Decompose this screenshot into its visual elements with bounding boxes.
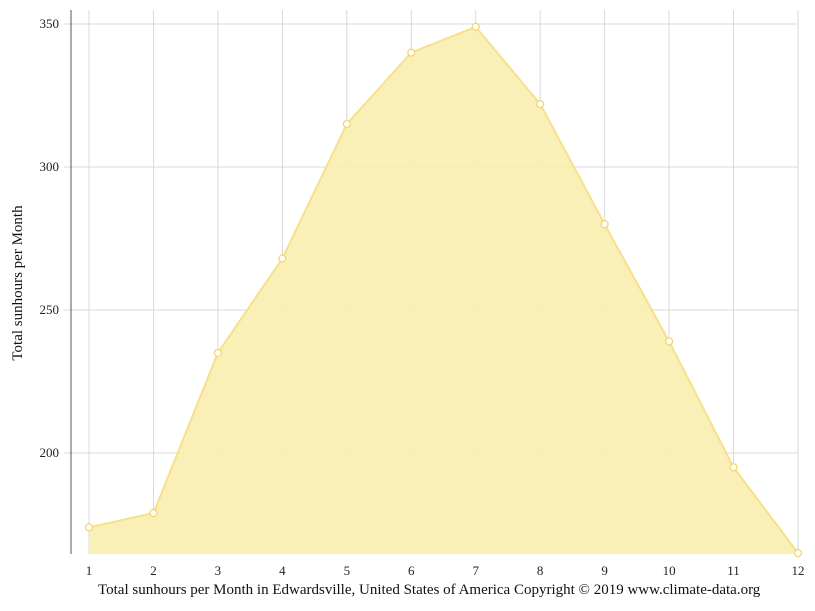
x-tick-label-7: 7 bbox=[472, 563, 479, 578]
y-tick-label-350: 350 bbox=[40, 16, 60, 31]
data-point-8 bbox=[536, 99, 545, 109]
x-axis-caption: Total sunhours per Month in Edwardsville… bbox=[98, 582, 761, 598]
data-point-7 bbox=[471, 22, 480, 31]
data-point-11 bbox=[729, 463, 738, 472]
data-point-2 bbox=[149, 508, 158, 518]
x-tick-labels: 1 2 3 4 5 6 7 8 9 10 11 12 bbox=[86, 563, 805, 578]
x-tick-label-4: 4 bbox=[279, 563, 286, 578]
x-tick-label-6: 6 bbox=[408, 563, 415, 578]
x-tick-label-8: 8 bbox=[537, 563, 544, 578]
area-fill bbox=[89, 26, 798, 554]
series-line bbox=[88, 25, 799, 554]
x-tick-label-12: 12 bbox=[792, 563, 805, 578]
data-point-3 bbox=[213, 348, 223, 357]
data-points bbox=[84, 22, 803, 558]
y-axis-label: Total sunhours per Month bbox=[10, 205, 26, 361]
x-tick-label-1: 1 bbox=[86, 563, 93, 578]
y-tick-label-300: 300 bbox=[40, 159, 60, 174]
x-tick-label-2: 2 bbox=[150, 563, 157, 578]
data-point-12 bbox=[793, 548, 803, 558]
data-point-9 bbox=[600, 220, 609, 229]
data-point-4 bbox=[278, 254, 287, 263]
data-point-6 bbox=[407, 48, 416, 57]
x-tick-label-10: 10 bbox=[663, 563, 676, 578]
x-tick-label-9: 9 bbox=[601, 563, 608, 578]
data-point-1 bbox=[84, 523, 94, 532]
x-tick-label-3: 3 bbox=[215, 563, 222, 578]
y-tick-label-200: 200 bbox=[40, 445, 60, 460]
x-tick-label-11: 11 bbox=[727, 563, 740, 578]
data-point-10 bbox=[664, 337, 674, 346]
x-tick-label-5: 5 bbox=[344, 563, 351, 578]
y-tick-labels: 200 250 300 350 bbox=[40, 16, 60, 460]
y-tick-label-250: 250 bbox=[40, 302, 60, 317]
data-point-5 bbox=[342, 119, 351, 129]
